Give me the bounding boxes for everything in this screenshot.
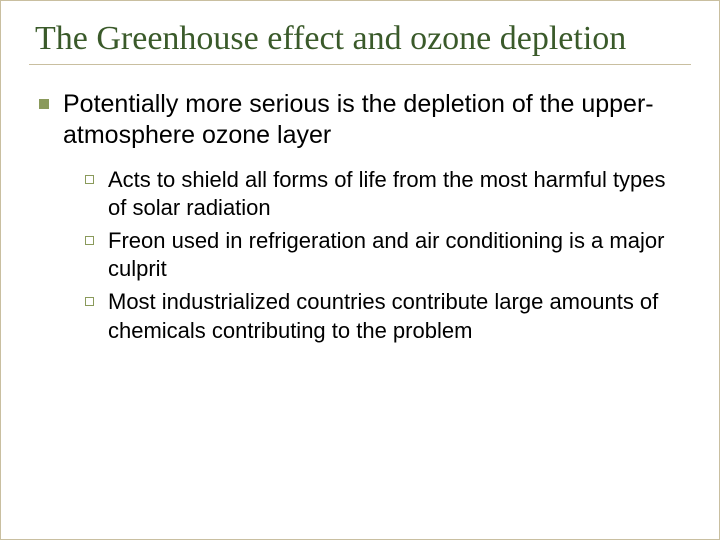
hollow-square-bullet-icon [85,236,94,245]
bullet-level2-list: Acts to shield all forms of life from th… [39,166,683,346]
bullet-level1: Potentially more serious is the depletio… [39,89,683,152]
bullet-level2-item: Freon used in refrigeration and air cond… [85,227,683,284]
square-bullet-icon [39,99,49,109]
bullet-level2-text: Acts to shield all forms of life from th… [108,166,683,223]
bullet-level2-item: Acts to shield all forms of life from th… [85,166,683,223]
bullet-level2-text: Most industrialized countries contribute… [108,288,683,345]
slide-title: The Greenhouse effect and ozone depletio… [35,19,691,58]
slide-body: Potentially more serious is the depletio… [29,89,691,345]
slide-container: The Greenhouse effect and ozone depletio… [0,0,720,540]
bullet-level2-text: Freon used in refrigeration and air cond… [108,227,683,284]
hollow-square-bullet-icon [85,175,94,184]
bullet-level2-item: Most industrialized countries contribute… [85,288,683,345]
title-block: The Greenhouse effect and ozone depletio… [29,19,691,65]
hollow-square-bullet-icon [85,297,94,306]
bullet-level1-text: Potentially more serious is the depletio… [63,89,683,152]
